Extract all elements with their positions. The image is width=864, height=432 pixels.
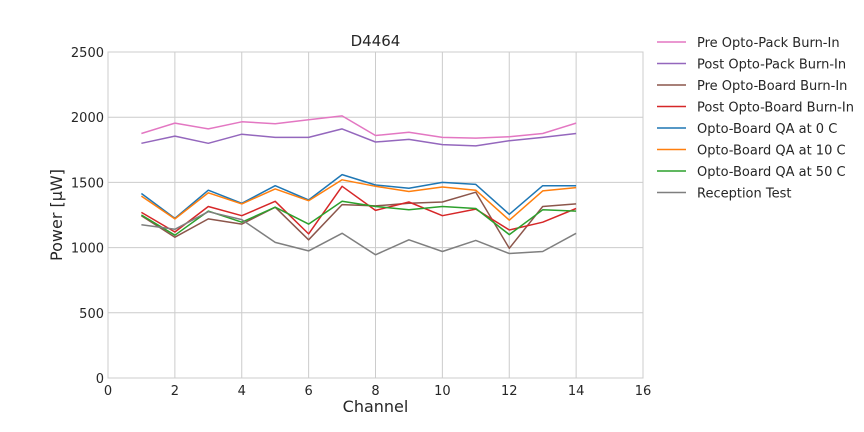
legend: Pre Opto-Pack Burn-In Post Opto-Pack Burn… (657, 36, 854, 202)
x-tick-label: 12 (501, 384, 518, 399)
x-tick-label: 8 (371, 384, 379, 399)
series-line-6 (140, 179, 577, 221)
x-tick-label: 2 (171, 384, 179, 399)
legend-label: Opto-Board QA at 0 C (697, 122, 837, 137)
series-line-5 (140, 173, 577, 220)
x-axis-label: Channel (343, 397, 409, 416)
grid (107, 51, 644, 379)
x-tick-label: 6 (304, 384, 312, 399)
x-tick-labels: 0 2 4 6 8 10 12 14 16 (104, 384, 651, 399)
y-tick-label: 500 (79, 307, 104, 322)
series-lines (140, 115, 577, 256)
x-tick-label: 0 (104, 384, 112, 399)
chart-title: D4464 (351, 32, 401, 50)
x-tick-label: 16 (635, 384, 652, 399)
series-line-4 (141, 185, 577, 235)
plot-area (107, 51, 644, 379)
y-tick-label: 2500 (71, 46, 104, 61)
legend-label: Pre Opto-Pack Burn-In (697, 36, 840, 51)
x-tick-label: 4 (238, 384, 246, 399)
series-line-3 (140, 191, 577, 250)
y-axis-label: Power [μW] (47, 169, 66, 261)
legend-label: Post Opto-Board Burn-In (697, 101, 854, 116)
series-line-2 (141, 128, 577, 147)
series-line-1 (141, 115, 577, 139)
y-tick-label: 2000 (71, 111, 104, 126)
y-tick-labels: 0 500 1000 1500 2000 2500 (71, 46, 104, 387)
x-tick-label: 10 (434, 384, 451, 399)
y-tick-label: 1000 (71, 242, 104, 257)
legend-label: Opto-Board QA at 10 C (697, 144, 846, 159)
series-line-8 (141, 210, 577, 256)
x-tick-label: 14 (568, 384, 585, 399)
legend-label: Opto-Board QA at 50 C (697, 165, 846, 180)
y-tick-label: 0 (96, 372, 104, 387)
legend-label: Pre Opto-Board Burn-In (697, 79, 847, 94)
legend-label: Post Opto-Pack Burn-In (697, 58, 846, 73)
y-tick-label: 1500 (71, 176, 104, 191)
legend-label: Reception Test (697, 187, 791, 202)
